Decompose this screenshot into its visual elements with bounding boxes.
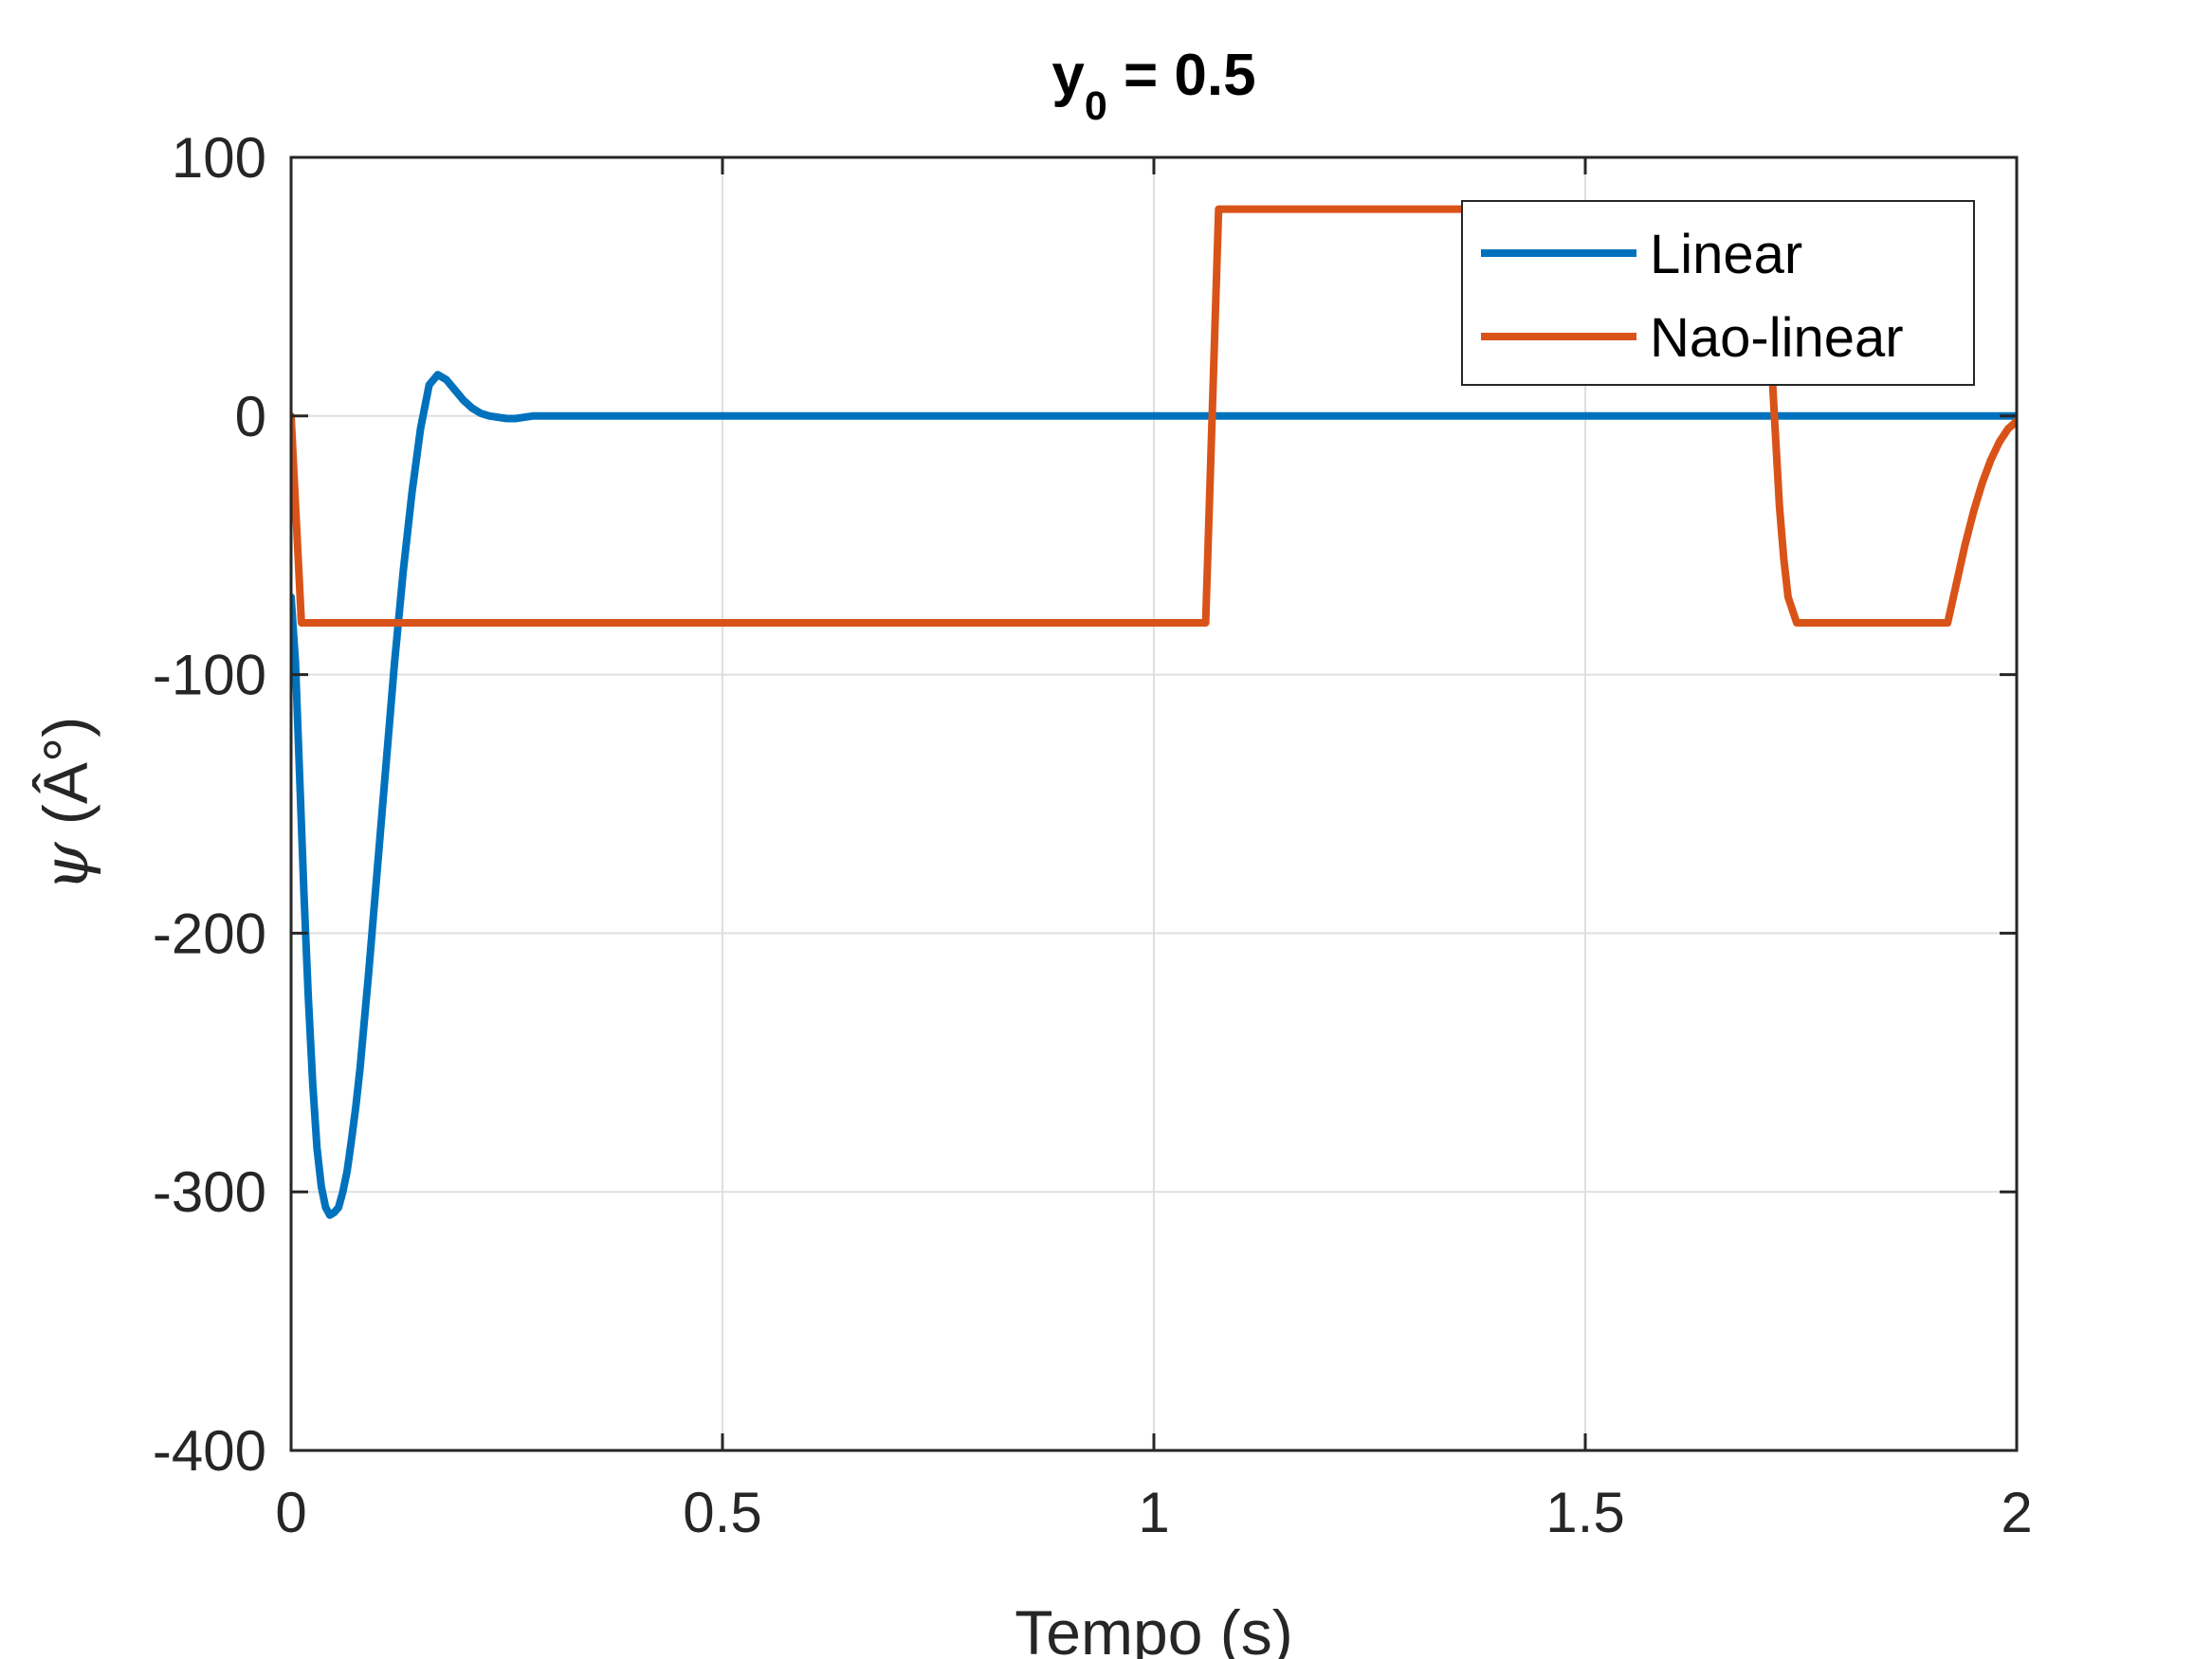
legend-label-linear: Linear [1650,224,1802,285]
x-axis-label: Tempo (s) [1015,1597,1292,1659]
x-tick-label: 0 [275,1481,306,1544]
y-tick-label: -200 [153,902,266,965]
chart-title-main: y [1051,43,1085,108]
chart-title-rest: = 0.5 [1107,43,1256,108]
plot-area [291,205,2017,1219]
y-axis-label: ψ (Â°) [29,717,102,891]
ticks: 0 0.5 1 1.5 2 -400 -300 -200 -100 0 100 [153,126,2033,1544]
chart-title-subscript: 0 [1085,83,1107,129]
legend-box [1461,200,1975,386]
y-axis-unit: (Â°) [30,717,101,843]
x-tick-label: 0.5 [683,1481,761,1544]
y-tick-label: -100 [153,644,266,707]
x-tick-label: 2 [2001,1481,2032,1544]
y-tick-label: -400 [153,1419,266,1483]
series-line-linear [291,371,2017,1219]
legend-label-nao-linear: Nao-linear [1650,307,1904,369]
y-tick-label: 100 [172,126,266,190]
x-tick-label: 1.5 [1545,1481,1624,1544]
x-tick-label: 1 [1138,1481,1169,1544]
y-tick-label: 0 [235,385,266,448]
series-line-nao-linear [291,205,2017,627]
y-tick-label: -300 [153,1160,266,1224]
chart-title: y0 = 0.5 [1051,43,1255,129]
y-axis-symbol: ψ [29,841,102,891]
legend: Linear Nao-linear [1461,200,1975,386]
